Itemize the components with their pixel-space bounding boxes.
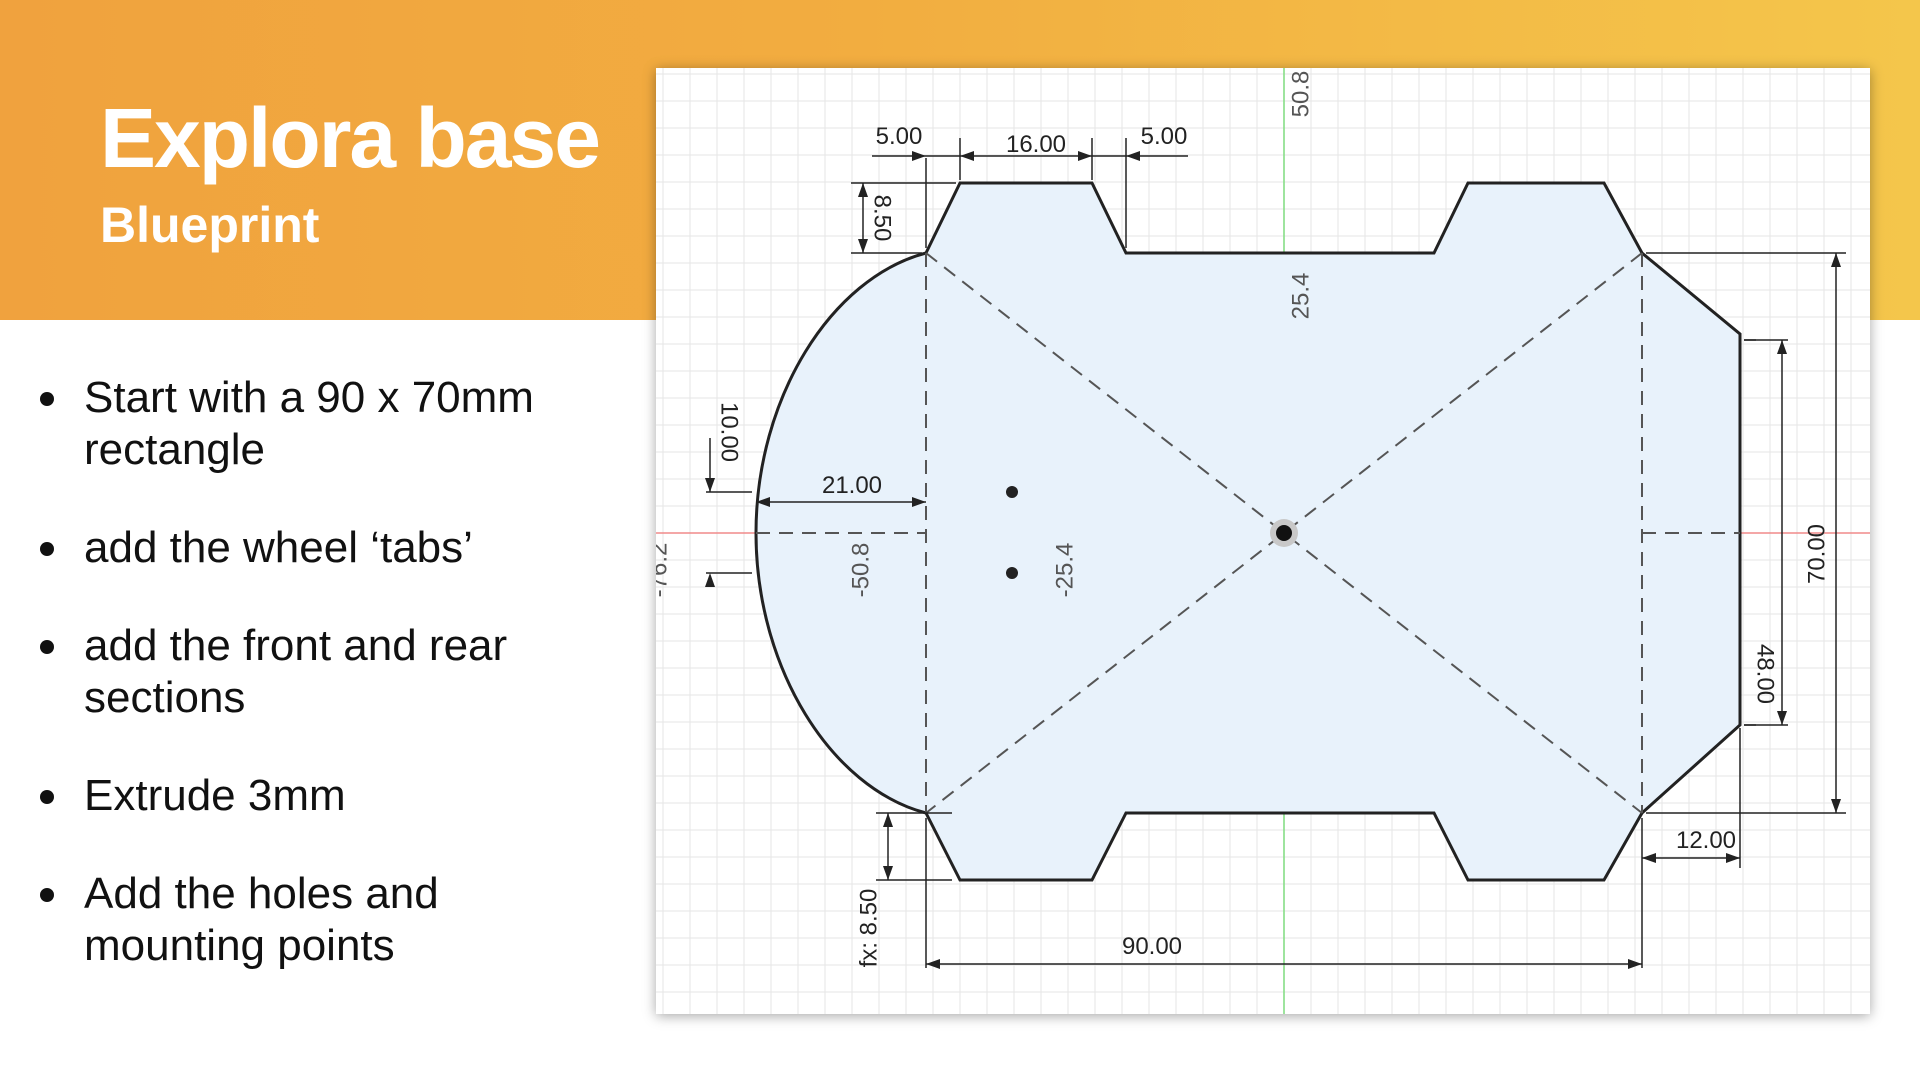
bullet-text: add the wheel ‘tabs’	[84, 523, 473, 572]
bullet-item: Start with a 90 x 70mm rectangle	[36, 372, 616, 476]
title-block: Explora base Blueprint	[100, 91, 601, 253]
bullet-text: Start with a 90 x 70mm	[84, 373, 534, 422]
dim-rear-height: 48.00	[1752, 644, 1779, 704]
base-outline	[754, 181, 1742, 882]
bullet-item: add the wheel ‘tabs’	[36, 522, 616, 574]
origin-point	[1276, 525, 1292, 541]
axis-label-left: -76.2	[656, 543, 672, 598]
dim-tab-height-fx: fx: 8.50	[855, 889, 882, 968]
dim-rear-offset: 12.00	[1676, 827, 1736, 854]
bullet-dot-icon	[40, 888, 54, 902]
construction-lines	[756, 252, 1740, 814]
bullet-text: rectangle	[84, 425, 266, 474]
bullet-text: sections	[84, 673, 246, 722]
bullet-dot-icon	[40, 790, 54, 804]
dim-arc-offset: 21.00	[822, 472, 882, 499]
bullet-dot-icon	[40, 392, 54, 406]
dim-arc-chord: 10.00	[716, 402, 743, 462]
axis-label-top: 50.8	[1287, 71, 1314, 118]
page-title: Explora base	[100, 91, 601, 185]
bullet-item: add the front and rear sections	[36, 620, 616, 724]
axis-label-neg50: -50.8	[847, 543, 874, 598]
dim-tab-top: 16.00	[1006, 131, 1066, 158]
dim-tab-side-right: 5.00	[1141, 123, 1188, 150]
dim-overall-width: 90.00	[1122, 933, 1182, 960]
construction-line	[925, 252, 1643, 814]
mounting-hole	[1006, 567, 1018, 579]
mounting-hole	[1006, 486, 1018, 498]
dimension-arrows	[705, 151, 1841, 969]
construction-line	[925, 252, 1643, 814]
dim-tab-side-left: 5.00	[876, 123, 923, 150]
bullet-dot-icon	[40, 542, 54, 556]
axis-label-center: 25.4	[1287, 273, 1314, 320]
axis-label-neg25: -25.4	[1051, 543, 1078, 598]
bullet-text: Add the holes and	[84, 869, 439, 918]
dim-tab-height: 8.50	[869, 195, 896, 242]
dimension-lines	[706, 138, 1846, 968]
bullet-item: Add the holes and mounting points	[36, 868, 616, 972]
blueprint-drawing: 5.00 16.00 5.00 8.50 10.00 21.00 70.00 4…	[656, 68, 1870, 1014]
bullet-item: Extrude 3mm	[36, 770, 616, 822]
bullet-text: add the front and rear	[84, 621, 508, 670]
bullet-list: Start with a 90 x 70mm rectangle add the …	[36, 372, 616, 1018]
bullet-text: mounting points	[84, 921, 395, 970]
bullet-dot-icon	[40, 640, 54, 654]
page-subtitle: Blueprint	[100, 197, 320, 253]
dim-overall-height: 70.00	[1803, 524, 1830, 584]
blueprint-panel: 5.00 16.00 5.00 8.50 10.00 21.00 70.00 4…	[656, 68, 1870, 1014]
bullet-text: Extrude 3mm	[84, 771, 346, 820]
